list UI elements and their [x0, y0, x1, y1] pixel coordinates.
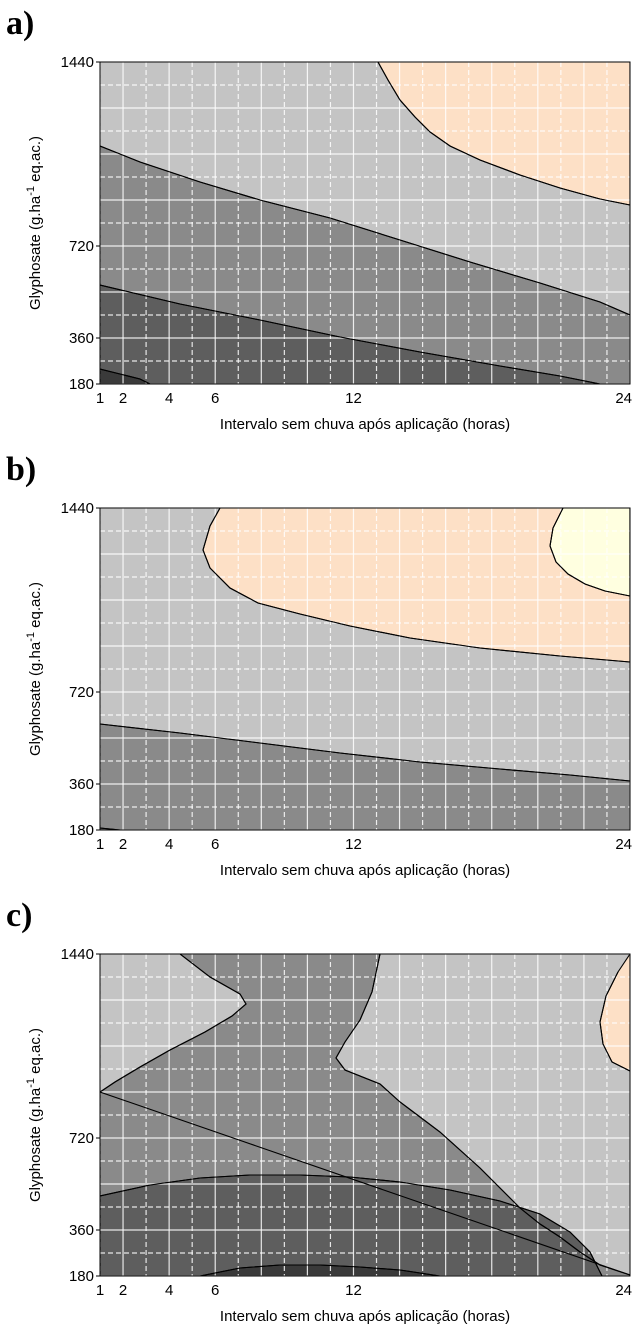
y-tick-label: 1440	[61, 946, 94, 963]
contour-regions-a	[100, 62, 630, 384]
x-tick-label: 24	[615, 390, 632, 407]
contour-boundary	[100, 954, 630, 1276]
contour-region-level5	[378, 62, 630, 205]
y-tick-label: 360	[69, 330, 94, 347]
y-tick-label: 360	[69, 776, 94, 793]
contour-region-level1	[100, 369, 150, 384]
x-tick-label: 12	[345, 1282, 362, 1299]
contour-region-level5	[600, 954, 630, 1071]
x-tick-label: 2	[119, 390, 127, 407]
y-tick-label: 1440	[61, 54, 94, 71]
x-tick-label: 24	[615, 1282, 632, 1299]
chart-panel-c: c) 180 360 720 1440 1 2 4 6 12 24 Intervalo sem chu…	[0, 892, 644, 1338]
panel-label-c: c)	[6, 897, 32, 934]
x-axis-label-c: Intervalo sem chuva após aplicação (hora…	[220, 1308, 510, 1325]
grid-lines-a	[100, 62, 630, 384]
y-tick-label: 1440	[61, 500, 94, 517]
x-tick-label: 6	[211, 390, 219, 407]
contour-region-level6	[550, 508, 630, 596]
x-axis-label-b: Intervalo sem chuva após aplicação (hora…	[220, 862, 510, 879]
y-tick-label: 180	[69, 822, 94, 839]
x-tick-label: 1	[96, 836, 104, 853]
contour-regions-b	[100, 508, 630, 892]
contour-regions-c	[100, 954, 630, 1276]
x-tick-label: 4	[165, 1282, 173, 1299]
chart-panel-b: b) 180 360 720 1440 1 2 4 6 12 24 Intervalo sem chu…	[0, 446, 644, 892]
contour-boundary	[100, 368, 151, 384]
y-axis-label-c: Glyphosate (g.ha-1 eq.ac.)	[25, 1028, 44, 1202]
plot-frame-c	[99, 953, 631, 1277]
contour-boundary	[202, 508, 630, 663]
y-tick-label: 720	[69, 1130, 94, 1147]
plot-frame-b	[99, 507, 631, 831]
grid-lines-c	[100, 954, 630, 1276]
x-tick-label: 6	[211, 836, 219, 853]
contour-boundary	[100, 284, 601, 384]
x-tick-label: 4	[165, 390, 173, 407]
x-tick-label: 1	[96, 390, 104, 407]
x-tick-label: 2	[119, 1282, 127, 1299]
x-axis-label-a: Intervalo sem chuva após aplicação (hora…	[220, 416, 510, 433]
y-tick-label: 720	[69, 684, 94, 701]
x-tick-label: 24	[615, 836, 632, 853]
panel-label-a: a)	[6, 5, 34, 42]
y-tick-label: 360	[69, 1222, 94, 1239]
y-tick-label: 720	[69, 238, 94, 255]
chart-panel-a: a) 180 360 720 1440 1 2 4 6 12 24 Intervalo sem chu…	[0, 0, 644, 446]
contour-boundary	[377, 62, 630, 206]
contour-line	[100, 829, 630, 830]
contour-boundary	[199, 1264, 441, 1276]
y-axis-label-a: Glyphosate (g.ha-1 eq.ac.)	[25, 136, 44, 310]
contour-region-level2	[100, 285, 600, 384]
x-tick-label: 4	[165, 836, 173, 853]
contour-region-level1	[100, 830, 630, 892]
y-axis-label-b: Glyphosate (g.ha-1 eq.ac.)	[25, 582, 44, 756]
contour-boundary	[100, 1174, 603, 1276]
x-tick-label: 6	[211, 1282, 219, 1299]
contour-region-level1	[200, 1265, 440, 1276]
x-tick-label: 12	[345, 390, 362, 407]
plot-frame-a	[99, 61, 631, 385]
contour-region-level5	[203, 508, 630, 662]
grid-lines-b	[100, 508, 630, 830]
x-tick-label: 12	[345, 836, 362, 853]
x-tick-label: 2	[119, 836, 127, 853]
y-tick-label: 180	[69, 376, 94, 393]
contour-boundary	[599, 971, 630, 1072]
contour-boundary	[100, 723, 630, 782]
x-tick-label: 1	[96, 1282, 104, 1299]
contour-region-level2	[100, 1175, 602, 1276]
panel-label-b: b)	[6, 451, 36, 488]
contour-boundary	[100, 145, 630, 316]
y-tick-label: 180	[69, 1268, 94, 1285]
contour-boundary	[549, 508, 630, 597]
